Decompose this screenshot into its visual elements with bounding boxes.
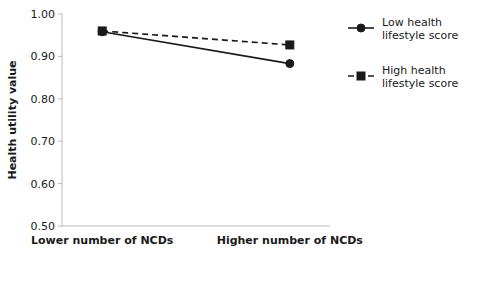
series-line bbox=[102, 32, 290, 64]
legend-label: Low healthlifestyle score bbox=[382, 16, 458, 42]
legend-label-line: lifestyle score bbox=[382, 77, 458, 90]
legend: Low healthlifestyle scoreHigh healthlife… bbox=[348, 16, 458, 90]
legend-item: Low healthlifestyle score bbox=[348, 16, 458, 42]
series bbox=[98, 28, 294, 68]
series-line bbox=[102, 31, 290, 45]
legend-item: High healthlifestyle score bbox=[348, 64, 458, 90]
x-tick-label: Lower number of NCDs bbox=[31, 234, 174, 247]
y-tick bbox=[58, 14, 62, 15]
page: {"chart_data": {"type": "line", "categor… bbox=[0, 0, 500, 281]
legend-swatch-marker bbox=[357, 24, 365, 32]
data-point bbox=[286, 60, 294, 68]
y-tick bbox=[58, 141, 62, 142]
x-axis-line bbox=[62, 226, 330, 227]
y-tick-label: 0.80 bbox=[31, 93, 56, 106]
chart-container: 0.50 0.60 0.70 0.80 0.90 1.00 Lower number of … bbox=[0, 0, 500, 281]
y-tick bbox=[58, 226, 62, 227]
y-axis-label: Health utility value bbox=[6, 60, 19, 179]
plot-area bbox=[98, 27, 294, 68]
data-point bbox=[286, 41, 294, 49]
legend-label-line: Low health bbox=[382, 16, 442, 29]
y-tick bbox=[58, 56, 62, 57]
chart-svg: 0.50 0.60 0.70 0.80 0.90 1.00 Lower number of … bbox=[0, 0, 500, 281]
y-axis-line bbox=[62, 14, 63, 226]
series bbox=[98, 27, 294, 49]
y-tick-label: 1.00 bbox=[31, 8, 56, 21]
y-tick-label: 0.60 bbox=[31, 178, 56, 191]
legend-label-line: High health bbox=[382, 64, 446, 77]
y-ticks: 0.50 0.60 0.70 0.80 0.90 1.00 bbox=[31, 8, 63, 233]
data-point bbox=[98, 27, 106, 35]
legend-label-line: lifestyle score bbox=[382, 29, 458, 42]
y-tick-label: 0.70 bbox=[31, 135, 56, 148]
x-ticks: Lower number of NCDs Higher number of NCD… bbox=[31, 234, 363, 247]
data-point bbox=[98, 28, 106, 36]
y-tick bbox=[58, 183, 62, 184]
x-tick-label: Higher number of NCDs bbox=[217, 234, 364, 247]
legend-label: High healthlifestyle score bbox=[382, 64, 458, 90]
y-tick-label: 0.50 bbox=[31, 220, 56, 233]
y-tick bbox=[58, 98, 62, 99]
legend-swatch-marker bbox=[357, 72, 365, 80]
y-tick-label: 0.90 bbox=[31, 50, 56, 63]
